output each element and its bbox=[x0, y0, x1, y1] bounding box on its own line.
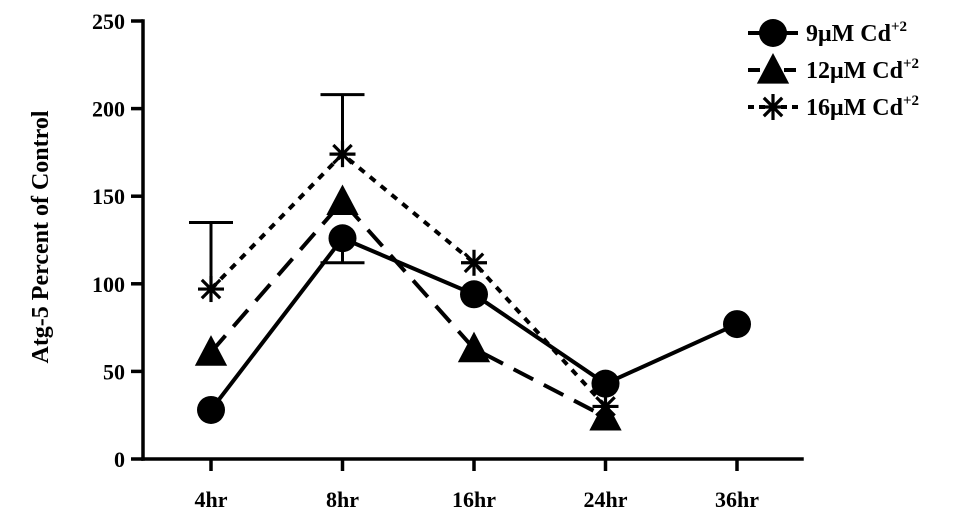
asterisk-stroke bbox=[762, 96, 784, 118]
data-point-asterisk bbox=[461, 249, 487, 276]
series-line-2 bbox=[209, 198, 607, 419]
data-point-triangle bbox=[194, 335, 228, 366]
asterisk-stroke bbox=[463, 252, 485, 274]
legend: 9μM Cd+2 12μM Cd+2 16μM Cd+2 bbox=[748, 19, 919, 121]
y-tick-label: 50 bbox=[103, 359, 125, 384]
x-tick-label: 24hr bbox=[584, 487, 628, 512]
asterisk-stroke bbox=[332, 143, 353, 165]
y-tick-label: 100 bbox=[92, 272, 125, 297]
x-tick-label: 4hr bbox=[195, 487, 228, 512]
series-line-3 bbox=[209, 151, 607, 408]
error-bars bbox=[189, 93, 365, 290]
data-point-asterisk bbox=[329, 141, 356, 168]
data-point-triangle bbox=[457, 331, 491, 363]
y-tick-label: 0 bbox=[114, 447, 125, 472]
legend-label: 9μM Cd+2 bbox=[806, 19, 907, 47]
legend-item: 12μM Cd+2 bbox=[748, 53, 919, 84]
data-point-triangle bbox=[326, 184, 359, 216]
data-point-circle bbox=[460, 280, 488, 309]
legend-marker-triangle bbox=[756, 53, 790, 84]
y-tick-label: 250 bbox=[92, 9, 125, 34]
y-tick-label: 200 bbox=[92, 97, 125, 122]
legend-label: 16μM Cd+2 bbox=[806, 93, 919, 121]
x-tick-label: 16hr bbox=[452, 487, 496, 512]
data-point-circle bbox=[591, 369, 620, 398]
legend-marker-circle bbox=[759, 19, 787, 47]
legend-item: 16μM Cd+2 bbox=[748, 93, 919, 121]
legend-label: 12μM Cd+2 bbox=[806, 56, 919, 84]
y-tick-label: 150 bbox=[92, 184, 125, 209]
data-point-circle bbox=[328, 224, 357, 253]
legend-item: 9μM Cd+2 bbox=[748, 19, 907, 47]
data-point-circle bbox=[723, 310, 751, 339]
asterisk-stroke bbox=[595, 396, 616, 417]
data-point-circle bbox=[197, 395, 225, 424]
data-point-asterisk bbox=[198, 276, 224, 303]
asterisk-stroke bbox=[200, 278, 222, 300]
y-axis-title: Atg-5 Percent of Control bbox=[28, 110, 54, 363]
x-tick-label: 36hr bbox=[715, 487, 759, 512]
data-point-asterisk bbox=[592, 393, 619, 420]
axes: 0 50 100 150 200 250 4hr 8hr 16hr 24hr 36hr bbox=[92, 9, 804, 512]
legend-marker-asterisk bbox=[760, 94, 786, 120]
x-tick-label: 8hr bbox=[326, 487, 359, 512]
series-markers bbox=[194, 141, 751, 431]
